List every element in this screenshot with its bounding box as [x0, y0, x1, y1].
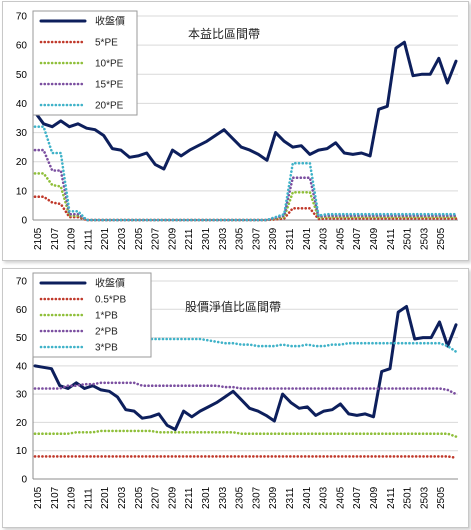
x-tick-label: 2107	[50, 227, 61, 250]
x-tick-label: 2309	[268, 227, 279, 250]
series-line-4	[33, 125, 458, 222]
series-line-1	[33, 195, 458, 222]
x-tick-label: 2107	[50, 486, 61, 509]
x-tick-label: 2505	[436, 486, 447, 509]
x-tick-label: 2207	[151, 227, 162, 250]
x-tick-label: 2411	[386, 487, 397, 509]
x-tick-label: 2309	[268, 486, 279, 509]
x-tick-label: 2307	[251, 227, 262, 250]
x-tick-label: 2403	[319, 486, 330, 509]
legend-box	[32, 10, 138, 116]
x-tick-label: 2209	[167, 227, 178, 250]
x-tick-label: 2311	[285, 487, 296, 509]
legend-label: 1*PB	[95, 311, 118, 322]
x-tick-label: 2207	[151, 486, 162, 509]
legend-label: 10*PE	[95, 59, 124, 70]
y-tick-label: 50	[16, 70, 28, 81]
x-tick-label: 2303	[218, 227, 229, 250]
x-tick-label: 2411	[386, 228, 397, 250]
legend-label: 3*PB	[95, 343, 118, 354]
x-tick-label: 2109	[67, 486, 78, 509]
legend-label: 2*PB	[95, 327, 118, 338]
x-tick-label: 2407	[352, 227, 363, 250]
y-tick-label: 0	[21, 475, 27, 486]
series-line-2	[33, 429, 458, 438]
x-tick-label: 2205	[134, 486, 145, 509]
chart-title: 股價淨值比區間帶	[185, 299, 281, 314]
x-tick-label: 2109	[67, 227, 78, 250]
y-tick-label: 70	[16, 12, 28, 23]
legend-label: 收盤價	[95, 277, 125, 290]
x-tick-label: 2211	[184, 487, 195, 509]
x-tick-label: 2201	[100, 486, 111, 509]
legend-box	[32, 272, 152, 358]
x-tick-label: 2503	[419, 227, 430, 250]
x-tick-label: 2405	[335, 486, 346, 509]
x-tick-label: 2409	[369, 486, 380, 509]
series-line-1	[33, 455, 458, 460]
x-tick-label: 2405	[335, 227, 346, 250]
x-tick-label: 2209	[167, 486, 178, 509]
x-tick-label: 2211	[184, 228, 195, 250]
y-tick-label: 0	[21, 216, 27, 227]
x-tick-label: 2505	[436, 227, 447, 250]
series-line-0	[33, 305, 458, 431]
legend-label: 5*PE	[95, 38, 118, 49]
y-tick-label: 40	[16, 361, 28, 372]
x-tick-label: 2503	[419, 486, 430, 509]
series-line-0	[33, 40, 458, 171]
x-tick-label: 2305	[235, 227, 246, 250]
y-tick-label: 40	[16, 99, 28, 110]
x-tick-label: 2205	[134, 227, 145, 250]
legend-label: 收盤價	[95, 15, 125, 28]
x-tick-label: 2311	[285, 228, 296, 250]
y-tick-label: 20	[16, 418, 28, 429]
pe-band-chart-svg: 0 10 20 30 40 50 60 70 2105 2107 2109 2111 2201 2203 2…	[16, 10, 458, 250]
x-tick-label: 2303	[218, 486, 229, 509]
legend-label: 15*PE	[95, 80, 124, 91]
x-tick-label: 2401	[302, 227, 313, 250]
x-tick-label: 2105	[33, 486, 44, 509]
y-tick-label: 60	[16, 305, 28, 316]
y-tick-label: 70	[16, 277, 28, 288]
x-tick-label: 2203	[117, 227, 128, 250]
y-tick-label: 20	[16, 157, 28, 168]
pb-band-chart: 0 10 20 30 40 50 60 70 2105 2107 2109 2111 2201 2203 2…	[2, 268, 469, 528]
x-tick-label: 2407	[352, 486, 363, 509]
y-tick-label: 50	[16, 333, 28, 344]
x-tick-label: 2203	[117, 486, 128, 509]
x-tick-label: 2409	[369, 227, 380, 250]
pe-band-chart: 0 10 20 30 40 50 60 70 2105 2107 2109 2111 2201 2203 2…	[2, 1, 469, 261]
legend-label: 20*PE	[95, 101, 124, 112]
y-tick-label: 30	[16, 390, 28, 401]
x-tick-label: 2401	[302, 486, 313, 509]
x-tick-label: 2301	[201, 227, 212, 250]
x-tick-label: 2501	[403, 486, 414, 509]
x-tick-label: 2111	[83, 229, 94, 250]
legend-label: 0.5*PB	[95, 295, 126, 306]
y-tick-label: 10	[16, 446, 28, 457]
y-tick-label: 30	[16, 128, 28, 139]
y-tick-label: 60	[16, 41, 28, 52]
x-tick-label: 2111	[83, 488, 94, 509]
x-tick-label: 2301	[201, 486, 212, 509]
y-tick-label: 10	[16, 186, 28, 197]
series-line-3	[33, 381, 458, 396]
x-tick-label: 2501	[403, 227, 414, 250]
x-tick-label: 2105	[33, 227, 44, 250]
x-tick-label: 2307	[251, 486, 262, 509]
x-tick-label: 2305	[235, 486, 246, 509]
pb-band-chart-svg: 0 10 20 30 40 50 60 70 2105 2107 2109 2111 2201 2203 2…	[16, 272, 458, 509]
x-tick-label: 2201	[100, 227, 111, 250]
chart-title: 本益比區間帶	[188, 27, 260, 41]
x-tick-label: 2403	[319, 227, 330, 250]
